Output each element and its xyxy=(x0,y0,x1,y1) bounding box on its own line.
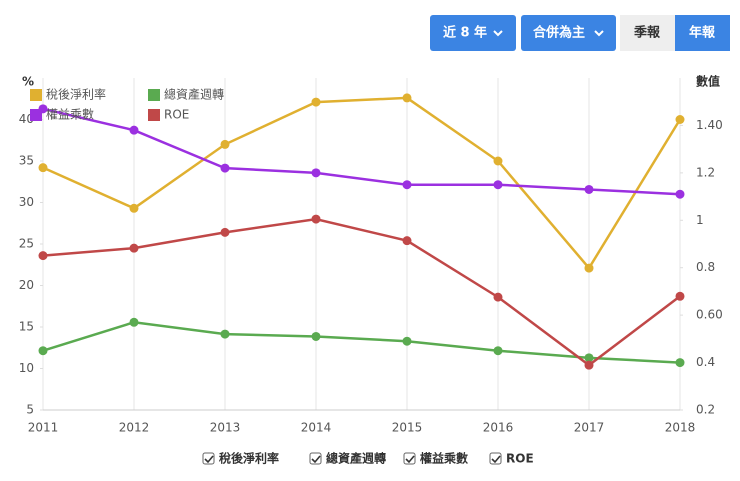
data-point xyxy=(493,346,503,356)
quarterly-button[interactable]: 季報 xyxy=(620,15,675,51)
y-tick-label: 5 xyxy=(26,403,34,417)
legend-label: ROE xyxy=(506,452,534,466)
legend-checkbox[interactable]: 稅後淨利率 xyxy=(202,451,279,466)
data-point xyxy=(493,292,503,302)
legend-label: ROE xyxy=(164,108,189,122)
y2-tick-label: 0.2 xyxy=(696,403,715,417)
series-line xyxy=(42,217,681,367)
annual-button[interactable]: 年報 xyxy=(675,15,730,51)
x-tick-label: 2013 xyxy=(210,421,241,435)
data-point xyxy=(402,180,412,190)
x-tick-label: 2015 xyxy=(392,421,423,435)
data-point xyxy=(129,125,139,135)
y-tick-label: 30 xyxy=(19,195,34,209)
data-point xyxy=(38,163,48,173)
data-point xyxy=(675,358,685,368)
y-tick-label: 35 xyxy=(19,154,34,168)
x-tick-label: 2011 xyxy=(28,421,59,435)
y2-tick-label: 0.4 xyxy=(696,355,715,369)
data-point xyxy=(220,227,230,237)
checkmark xyxy=(491,455,501,464)
y2-tick-label: 0.60 xyxy=(696,308,723,322)
data-point xyxy=(38,346,48,356)
data-point xyxy=(402,93,412,103)
consolidation-button[interactable]: 合併為主 xyxy=(521,15,616,51)
legend-label: 權益乘數 xyxy=(420,451,468,466)
data-point xyxy=(311,214,321,224)
legend-label: 總資產週轉 xyxy=(326,451,386,466)
legend-label: 稅後淨利率 xyxy=(46,87,106,102)
data-point xyxy=(311,97,321,107)
data-point xyxy=(311,168,321,178)
data-point xyxy=(675,115,685,124)
legend-swatch xyxy=(30,89,42,101)
data-point xyxy=(675,189,685,199)
data-point xyxy=(311,331,321,341)
checkmark xyxy=(311,455,321,464)
series-line xyxy=(42,107,681,196)
data-point xyxy=(584,360,594,370)
legend-item[interactable]: ROE xyxy=(148,108,189,122)
button-label: 季報 xyxy=(633,25,661,41)
x-tick-label: 2016 xyxy=(483,421,514,435)
data-point xyxy=(402,236,412,246)
y-axis-title: % xyxy=(22,75,34,89)
button-label: 合併為主 xyxy=(533,25,585,41)
legend-swatch xyxy=(30,109,42,121)
data-point xyxy=(493,180,503,190)
x-tick-label: 2014 xyxy=(301,421,332,435)
data-point xyxy=(584,184,594,194)
legend-item[interactable]: 權益乘數 xyxy=(30,108,94,122)
legend-item[interactable]: 總資產週轉 xyxy=(148,87,224,102)
y2-tick-label: 0.8 xyxy=(696,260,715,274)
series-line xyxy=(42,320,681,364)
data-point xyxy=(220,163,230,173)
data-point xyxy=(584,263,594,273)
legend-checkbox[interactable]: ROE xyxy=(489,452,534,466)
checkmark xyxy=(405,455,415,464)
y-tick-label: 20 xyxy=(19,278,34,292)
y2-tick-label: 1 xyxy=(696,213,704,227)
y2-tick-label: 1.2 xyxy=(696,165,715,179)
data-point xyxy=(402,336,412,346)
data-point xyxy=(129,203,139,213)
checkbox xyxy=(403,452,416,465)
checkbox xyxy=(202,452,215,465)
data-point xyxy=(220,329,230,339)
legend-swatch xyxy=(148,89,160,101)
y2-tick-label: 1.40 xyxy=(696,118,723,132)
legend-checkbox[interactable]: 權益乘數 xyxy=(403,451,468,466)
y2-axis-title: 數值 xyxy=(696,74,720,89)
data-point xyxy=(129,243,139,253)
checkbox xyxy=(309,452,322,465)
data-point xyxy=(675,291,685,301)
data-point xyxy=(493,156,503,166)
legend-checkbox[interactable]: 總資產週轉 xyxy=(309,451,386,466)
x-tick-label: 2017 xyxy=(574,421,605,435)
checkmark xyxy=(204,455,214,464)
legend-item[interactable]: 稅後淨利率 xyxy=(30,87,106,102)
legend-label: 稅後淨利率 xyxy=(219,451,279,466)
button-label: 年報 xyxy=(689,25,716,41)
legend-label: 總資產週轉 xyxy=(164,87,224,102)
button-label: 近 8 年 xyxy=(443,25,487,41)
data-point xyxy=(584,353,594,363)
y-tick-label: 10 xyxy=(19,361,34,375)
checkbox xyxy=(489,452,502,465)
data-point xyxy=(220,139,230,149)
x-tick-label: 2012 xyxy=(119,421,150,435)
data-point xyxy=(38,251,48,261)
range-button[interactable]: 近 8 年 xyxy=(430,15,516,51)
legend-swatch xyxy=(148,109,160,121)
data-point xyxy=(129,317,139,327)
y-tick-label: 15 xyxy=(19,320,34,334)
series-line xyxy=(42,96,682,271)
y-tick-label: 25 xyxy=(19,237,34,251)
legend-label: 權益乘數 xyxy=(46,108,94,122)
x-tick-label: 2018 xyxy=(665,421,696,435)
